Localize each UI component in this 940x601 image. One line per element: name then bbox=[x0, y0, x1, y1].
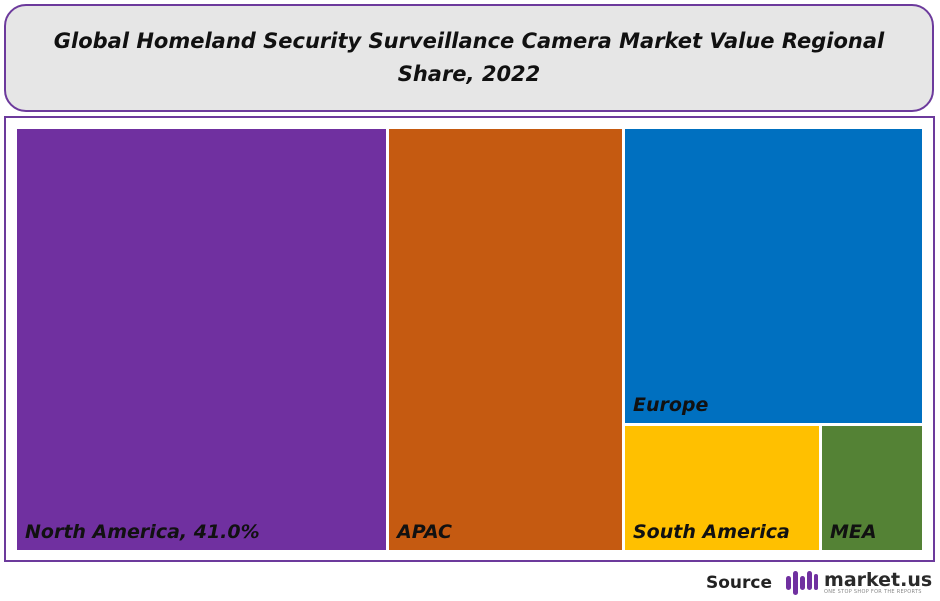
brand-block: market.us ONE STOP SHOP FOR THE REPORTS bbox=[824, 568, 933, 596]
chart-title: Global Homeland Security Surveillance Ca… bbox=[53, 29, 885, 86]
tile-north-america bbox=[17, 129, 386, 550]
tile-apac bbox=[389, 129, 622, 550]
tile-label-apac: APAC bbox=[395, 521, 452, 543]
chart-title-box: Global Homeland Security Surveillance Ca… bbox=[4, 4, 934, 112]
tile-label-mea: MEA bbox=[830, 521, 877, 543]
tile-label-north-america: North America, 41.0% bbox=[25, 521, 260, 543]
market-us-logo-icon bbox=[786, 571, 819, 595]
source-label: Source bbox=[706, 573, 773, 593]
tile-south-america bbox=[625, 426, 819, 550]
brand-tagline: ONE STOP SHOP FOR THE REPORTS bbox=[824, 588, 922, 595]
tile-europe bbox=[625, 129, 922, 423]
source-attribution: Source market.us ONE STOP SHOP FOR THE R… bbox=[706, 568, 932, 598]
tile-mea bbox=[822, 426, 922, 550]
treemap-frame: North America, 41.0% APAC Europe South Amer… bbox=[4, 116, 935, 562]
tile-label-europe: Europe bbox=[633, 394, 709, 416]
tile-label-south-america: South America bbox=[633, 521, 790, 543]
treemap-chart: North America, 41.0% APAC Europe South Amer… bbox=[17, 129, 922, 550]
brand-name: market.us bbox=[824, 568, 933, 591]
